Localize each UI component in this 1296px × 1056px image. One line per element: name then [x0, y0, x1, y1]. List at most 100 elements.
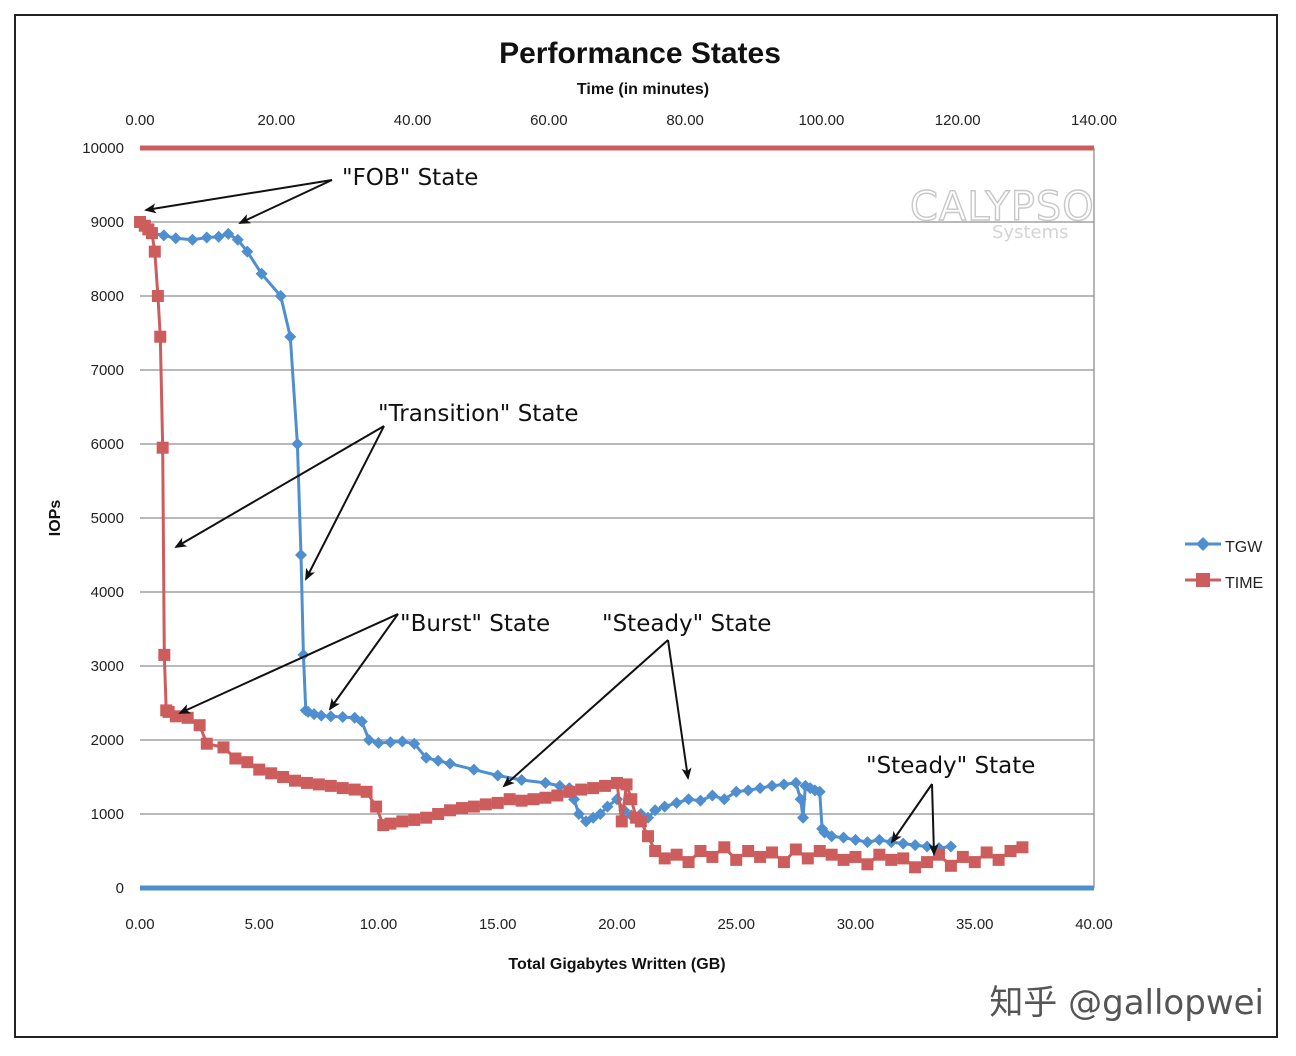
data-point-time: [491, 796, 504, 809]
data-point-tgw: [169, 232, 182, 245]
data-point-time: [420, 811, 433, 824]
x-tick-label: 10.00: [360, 916, 398, 933]
annotation-arrow: [890, 783, 933, 844]
data-point-tgw: [467, 763, 480, 776]
data-point-tgw: [274, 290, 287, 302]
data-point-time: [539, 791, 552, 804]
data-point-time: [813, 845, 826, 857]
data-point-time: [563, 785, 576, 798]
data-point-tgw: [706, 789, 719, 802]
y-tick-label: 10000: [82, 140, 124, 157]
watermark: 知乎 @gallopwei: [989, 983, 1264, 1023]
data-point-time: [642, 830, 655, 843]
data-point-time: [873, 848, 886, 861]
data-point-time: [615, 815, 628, 828]
data-point-time: [921, 856, 934, 869]
data-point-tgw: [754, 782, 767, 795]
data-point-tgw: [682, 793, 695, 806]
data-point-time: [156, 441, 169, 454]
data-point-time: [253, 763, 266, 776]
data-point-time: [527, 793, 540, 806]
data-point-tgw: [766, 779, 779, 792]
top-x-tick-label: 140.00: [1071, 112, 1117, 129]
legend-marker-time: [1196, 573, 1210, 587]
data-point-tgw: [897, 837, 910, 850]
data-point-time: [944, 859, 957, 872]
x-tick-label: 0.00: [125, 916, 154, 933]
data-point-time: [515, 794, 528, 807]
data-point-time: [324, 779, 337, 792]
data-point-time: [956, 850, 969, 863]
data-point-tgw: [222, 227, 235, 240]
data-point-tgw: [515, 773, 528, 786]
data-point-tgw: [909, 839, 922, 852]
data-point-time: [1004, 845, 1017, 857]
data-point-time: [766, 846, 779, 859]
x-tick-label: 25.00: [717, 916, 755, 933]
data-point-tgw: [601, 800, 614, 813]
data-point-time: [300, 776, 313, 789]
y-axis-label: IOPs: [47, 500, 64, 537]
data-point-time: [479, 798, 492, 811]
data-point-time: [396, 815, 409, 828]
data-point-time: [384, 817, 397, 830]
annotation-arrow: [238, 179, 333, 224]
data-point-time: [277, 771, 290, 783]
annotation-arrow: [328, 613, 399, 711]
data-point-time: [181, 711, 194, 724]
x-tick-label: 5.00: [245, 916, 274, 933]
data-point-tgw: [396, 735, 409, 748]
top-x-tick-label: 0.00: [125, 112, 154, 129]
data-point-time: [193, 719, 206, 732]
data-point-time: [408, 813, 421, 826]
annotations: "FOB" State "Transition" State "Burst" S…: [342, 165, 1035, 779]
data-point-time: [455, 802, 468, 815]
series-time: [134, 216, 1029, 874]
annotation-arrow: [667, 639, 692, 780]
data-point-tgw: [336, 711, 349, 724]
data-point-time: [849, 850, 862, 863]
data-point-time: [587, 782, 600, 795]
data-point-tgw: [355, 715, 368, 728]
data-point-time: [611, 776, 623, 789]
data-point-time: [154, 330, 167, 343]
data-point-time: [837, 853, 850, 866]
legend-label-time: TIME: [1225, 575, 1263, 592]
chart-svg: Performance States Time (in minutes) Tot…: [47, 37, 1264, 1023]
x-tick-label: 35.00: [956, 916, 994, 933]
data-point-time: [718, 841, 731, 854]
top-x-tick-label: 40.00: [394, 112, 432, 129]
data-point-time: [265, 767, 278, 780]
data-point-tgw: [315, 709, 328, 722]
data-point-tgw: [255, 267, 268, 280]
y-tick-label: 3000: [91, 658, 124, 675]
data-point-tgw: [553, 779, 566, 792]
data-point-tgw: [231, 233, 244, 246]
data-point-time: [467, 800, 480, 813]
x-axis-label: Total Gigabytes Written (GB): [508, 956, 725, 973]
annotation-arrow: [305, 425, 385, 581]
legend-marker-tgw: [1196, 537, 1210, 551]
data-point-time: [241, 756, 254, 769]
top-x-tick-label: 80.00: [666, 112, 704, 129]
chart-title: Performance States: [499, 37, 781, 70]
data-point-time: [992, 853, 1005, 866]
data-point-time: [777, 856, 790, 869]
data-point-tgw: [291, 438, 304, 450]
data-point-time: [801, 852, 814, 865]
data-point-tgw: [789, 776, 802, 789]
data-point-tgw: [241, 245, 254, 258]
top-x-tick-label: 60.00: [530, 112, 568, 129]
data-point-time: [682, 856, 695, 869]
data-point-time: [312, 778, 325, 791]
data-point-tgw: [186, 233, 199, 246]
data-point-time: [789, 843, 802, 856]
annotation-arrows: [144, 179, 939, 856]
y-tick-label: 9000: [91, 214, 124, 231]
data-point-time: [897, 852, 910, 865]
data-point-time: [575, 783, 588, 796]
data-point-time: [634, 815, 647, 828]
y-tick-label: 1000: [91, 806, 124, 823]
data-point-time: [825, 848, 838, 861]
data-point-tgw: [718, 793, 731, 806]
